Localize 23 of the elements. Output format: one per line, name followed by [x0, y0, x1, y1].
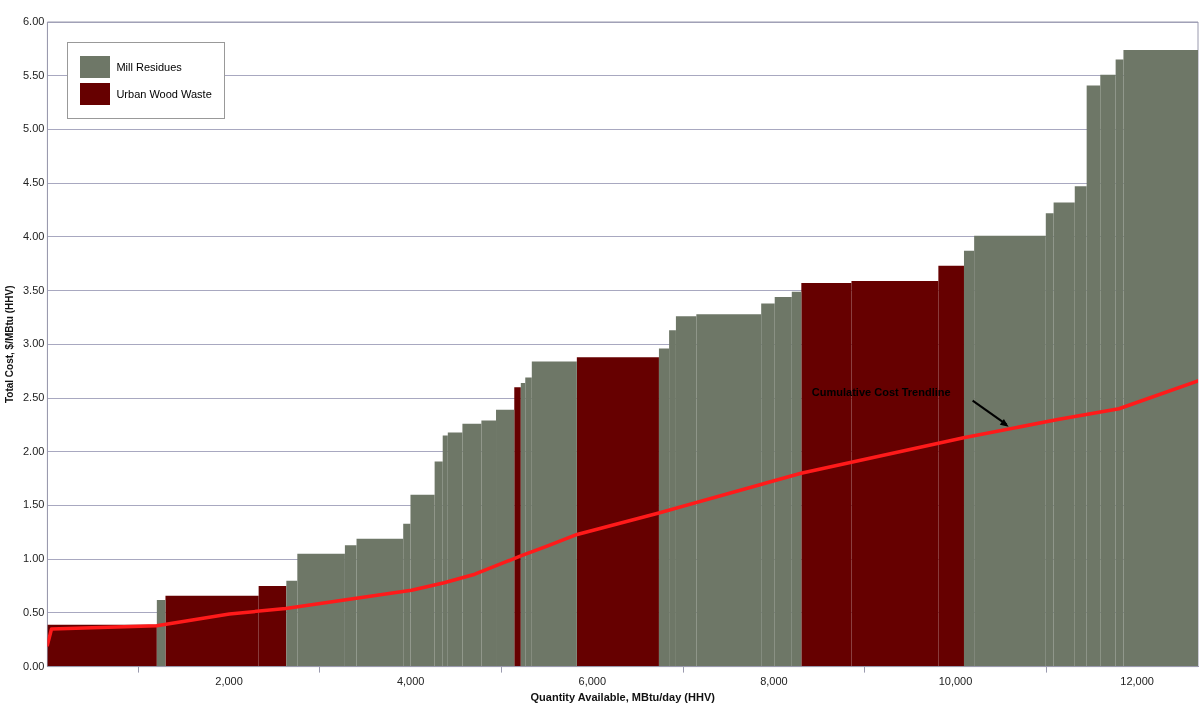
x-tick-label: 6,000: [578, 675, 607, 688]
y-tick-label: 3.50: [22, 283, 45, 296]
y-tick-label: 3.00: [22, 337, 45, 350]
y-tick-label: 4.00: [22, 229, 45, 242]
y-axis-title: Total Cost, $/MBtu (HHV): [3, 285, 15, 404]
y-tick-label: 1.00: [22, 552, 45, 565]
y-tick-label: 5.00: [22, 122, 45, 135]
x-tick-label: 4,000: [396, 675, 425, 688]
y-tick-label: 6.00: [22, 15, 45, 28]
x-tick-label: 8,000: [760, 675, 788, 688]
legend-label: Urban Wood Waste: [116, 88, 212, 100]
x-tick-label: 10,000: [938, 675, 973, 688]
y-tick-label: 0.00: [22, 659, 45, 672]
y-tick-label: 2.00: [22, 444, 45, 457]
legend-label: Mill Residues: [116, 61, 182, 73]
y-tick-label: 4.50: [22, 176, 45, 189]
y-tick-label: 5.50: [22, 68, 45, 81]
y-tick-label: 1.50: [22, 498, 45, 511]
x-axis-title: Quantity Available, MBtu/day (HHV): [530, 691, 716, 704]
x-tick-label: 2,000: [215, 675, 243, 688]
y-tick-label: 2.50: [22, 391, 45, 404]
x-tick-label: 12,000: [1120, 675, 1154, 688]
y-tick-label: 0.50: [22, 605, 45, 618]
